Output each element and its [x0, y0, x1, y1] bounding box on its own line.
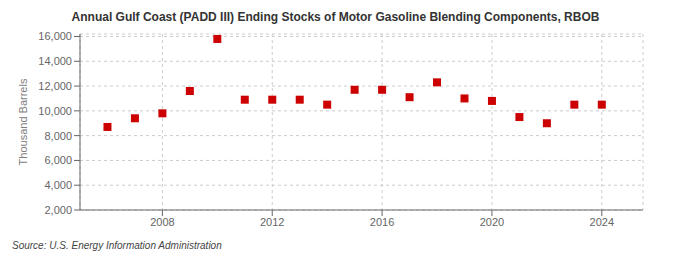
svg-text:2016: 2016	[370, 216, 394, 228]
svg-text:2020: 2020	[480, 216, 504, 228]
svg-text:6,000: 6,000	[44, 154, 72, 166]
svg-text:16,000: 16,000	[38, 30, 72, 42]
svg-text:12,000: 12,000	[38, 80, 72, 92]
svg-text:14,000: 14,000	[38, 55, 72, 67]
html-text:Source: U.S. Energy Informatio: Source: U.S. Energy Information Administ…	[12, 240, 222, 251]
svg-text:2024: 2024	[590, 216, 614, 228]
svg-text:10,000: 10,000	[38, 105, 72, 117]
svg-text:2008: 2008	[150, 216, 174, 228]
svg-text:8,000: 8,000	[44, 130, 72, 142]
svg-text:Thousand Barrels: Thousand Barrels	[17, 78, 29, 165]
svg-text:2,000: 2,000	[44, 204, 72, 216]
svg-text:4,000: 4,000	[44, 179, 72, 191]
svg-text:2012: 2012	[260, 216, 284, 228]
html-text:Annual Gulf Coast (PADD III) E: Annual Gulf Coast (PADD III) Ending Stoc…	[71, 10, 600, 24]
